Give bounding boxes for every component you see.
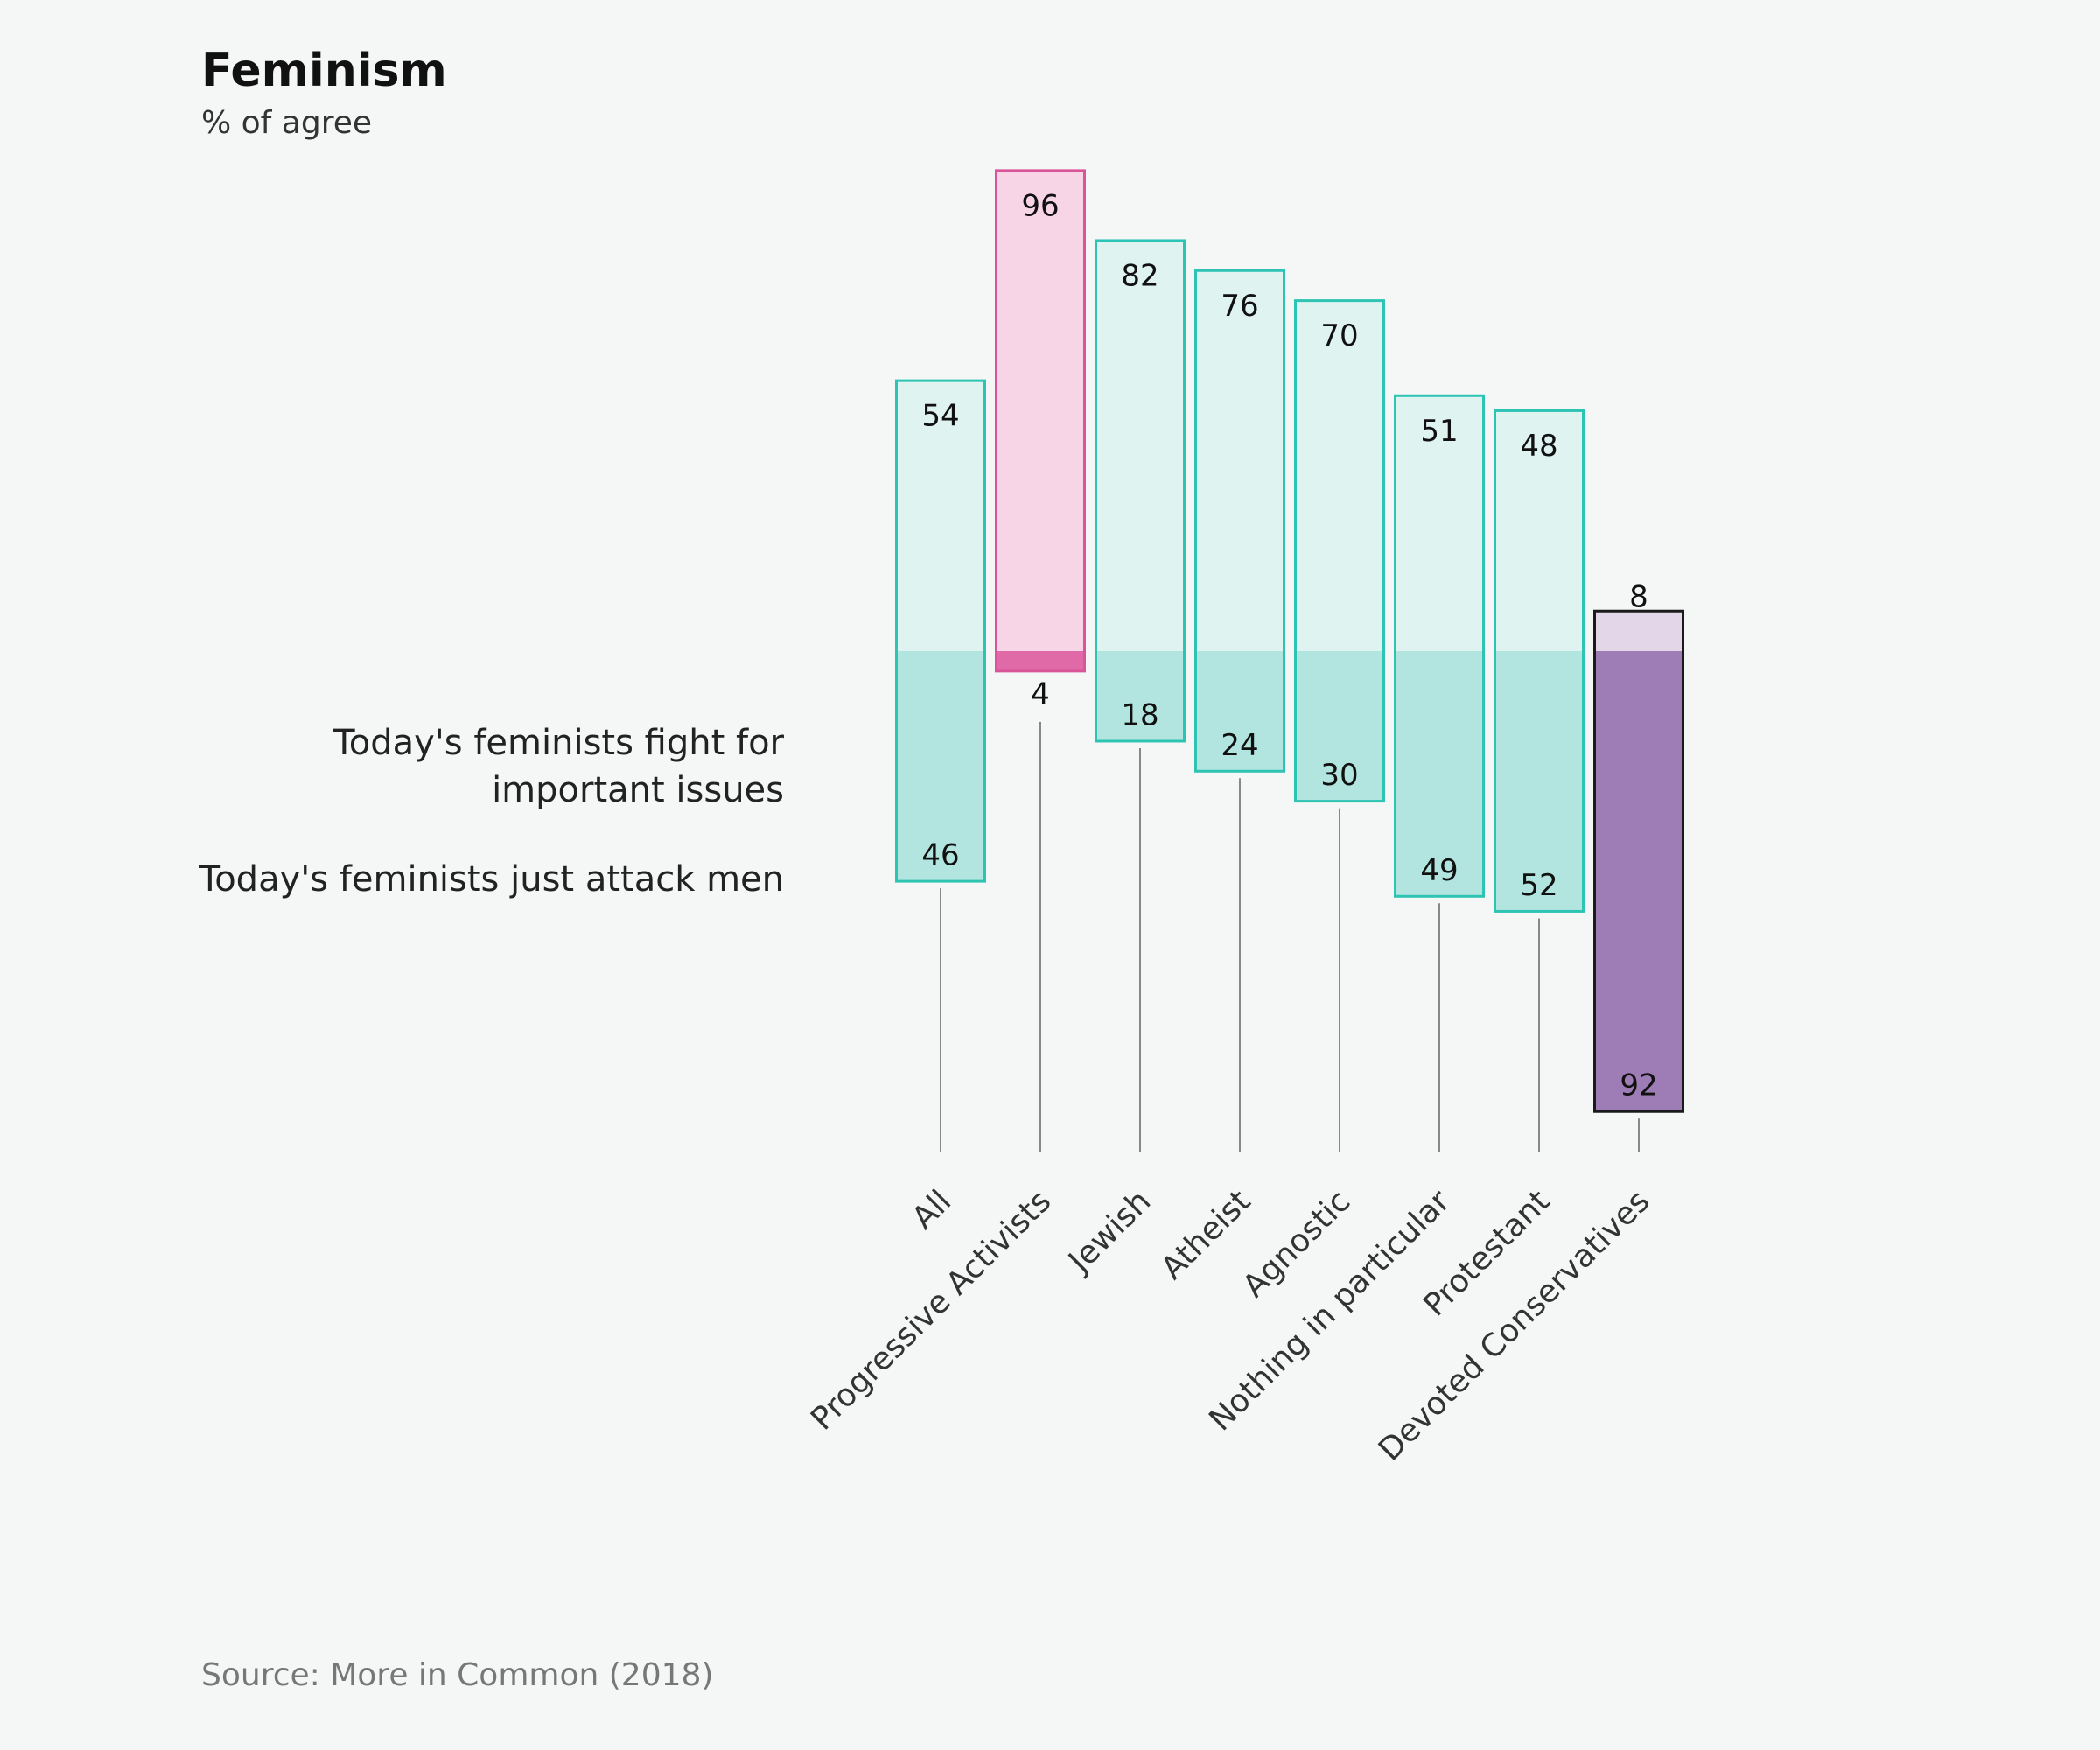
chart-title: Feminism [201,45,447,97]
bar-outline [895,379,986,883]
bar-segment [1295,651,1384,802]
value-label: 4 [1031,676,1050,711]
value-label: 70 [1320,318,1358,354]
x-tick-label: All [906,1183,959,1236]
value-label: 82 [1121,258,1158,293]
value-label: 49 [1420,853,1458,888]
bar-outline [1194,269,1285,773]
value-label: 46 [921,838,959,873]
value-label: 24 [1221,728,1258,763]
bar-segment [1494,410,1584,651]
value-label: 51 [1420,414,1458,449]
chart-subtitle: % of agree [201,105,372,141]
value-label: 8 [1629,580,1648,615]
value-label: 76 [1221,289,1258,324]
source: Source: More in Common (2018) [201,1657,713,1693]
bar-segment [896,381,985,651]
bar-outline [1494,409,1585,913]
x-tick-label: Jewish [1060,1183,1158,1280]
bar-segment [1395,396,1484,651]
bar-segment [896,651,985,882]
value-label: 30 [1320,758,1358,793]
value-label: 18 [1121,697,1158,732]
bar-segment [996,170,1085,651]
bar-segment [1395,651,1484,897]
bar-segment [1195,651,1284,772]
bar-segment [1594,611,1684,651]
bar-outline [995,169,1086,673]
bar-segment [1594,651,1684,1112]
bar-segment [1295,300,1384,651]
bar-outline [1394,394,1485,898]
value-label: 54 [921,399,959,434]
value-label: 92 [1620,1068,1657,1103]
value-label: 96 [1021,188,1059,223]
bar-outline [1294,299,1385,803]
legend-label: Today's feminists just attack men [199,859,784,900]
bar-segment [996,651,1085,671]
bar-segment [1096,651,1185,741]
value-label: 52 [1520,868,1558,903]
bar-segment [1494,651,1584,912]
x-tick-label: Atheist [1154,1183,1257,1286]
bar-outline [1095,239,1186,743]
bar-outline [1593,609,1684,1113]
legend-label: Today's feminists fight for important is… [333,723,784,810]
value-label: 48 [1520,429,1558,464]
bar-segment [1096,240,1185,651]
bar-segment [1195,270,1284,651]
